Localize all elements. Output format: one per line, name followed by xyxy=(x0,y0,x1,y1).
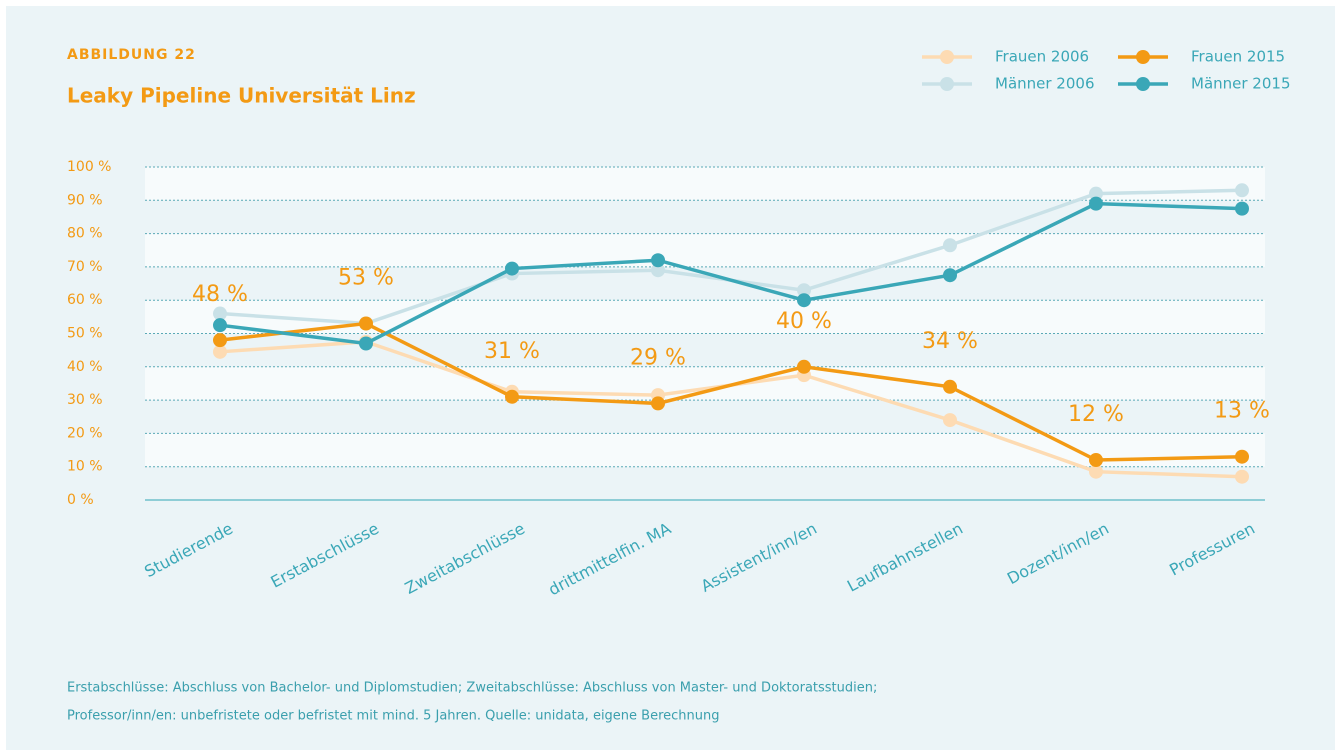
series-line xyxy=(219,321,1243,462)
data-point xyxy=(359,316,373,331)
figure-label: ABBILDUNG 22 xyxy=(67,47,196,63)
legend-marker xyxy=(940,77,954,91)
data-point xyxy=(1089,196,1103,211)
data-label: 40 % xyxy=(776,309,832,334)
legend-label: Frauen 2015 xyxy=(1191,48,1285,66)
plot-band xyxy=(145,167,1265,201)
data-point xyxy=(651,253,665,268)
data-point xyxy=(359,336,373,351)
data-point xyxy=(943,413,957,428)
data-label: 29 % xyxy=(630,345,686,370)
data-point xyxy=(1089,186,1103,201)
data-label: 34 % xyxy=(922,329,978,354)
data-point xyxy=(651,263,665,278)
legend-marker xyxy=(1136,50,1150,64)
data-point xyxy=(943,238,957,253)
data-label: 31 % xyxy=(484,339,540,364)
data-label: 13 % xyxy=(1214,399,1270,424)
data-point xyxy=(797,283,811,298)
footnote: Professor/inn/en: unbefristete oder befr… xyxy=(67,709,720,724)
series-line xyxy=(219,201,1243,346)
data-point xyxy=(797,359,811,374)
plot-band xyxy=(145,233,1265,267)
footnote: Erstabschlüsse: Abschluss von Bachelor- … xyxy=(67,681,877,696)
data-point xyxy=(1235,201,1249,216)
data-label: 53 % xyxy=(338,266,394,291)
data-point xyxy=(943,268,957,283)
data-point xyxy=(213,333,227,348)
legend-label: Männer 2015 xyxy=(1191,75,1291,93)
y-tick-label: 70 % xyxy=(67,259,103,275)
y-tick-label: 80 % xyxy=(67,226,103,242)
y-tick-label: 0 % xyxy=(67,492,94,508)
data-label: 12 % xyxy=(1068,402,1124,427)
data-point xyxy=(1235,469,1249,484)
data-point xyxy=(213,318,227,333)
plot-band xyxy=(145,366,1265,401)
legend-marker xyxy=(940,50,954,64)
y-tick-label: 20 % xyxy=(67,425,103,441)
data-point xyxy=(213,344,227,359)
y-tick-label: 100 % xyxy=(67,159,111,175)
data-point xyxy=(505,389,519,404)
y-tick-label: 40 % xyxy=(67,359,103,375)
data-point xyxy=(213,306,227,321)
y-tick-label: 60 % xyxy=(67,292,103,308)
data-point xyxy=(1235,183,1249,198)
data-label: 48 % xyxy=(192,282,248,307)
legend-label: Frauen 2006 xyxy=(995,48,1089,66)
chart-title: Leaky Pipeline Universität Linz xyxy=(67,84,416,108)
data-point xyxy=(1089,464,1103,479)
y-tick-label: 90 % xyxy=(67,192,103,208)
legend-marker xyxy=(1136,77,1150,91)
y-tick-label: 30 % xyxy=(67,392,103,408)
data-point xyxy=(1089,453,1103,468)
data-point xyxy=(943,379,957,394)
data-point xyxy=(797,293,811,308)
legend-label: Männer 2006 xyxy=(995,75,1095,93)
data-point xyxy=(651,396,665,411)
y-tick-label: 50 % xyxy=(67,326,103,342)
data-point xyxy=(505,261,519,276)
data-point xyxy=(1235,449,1249,464)
y-tick-label: 10 % xyxy=(67,459,103,475)
